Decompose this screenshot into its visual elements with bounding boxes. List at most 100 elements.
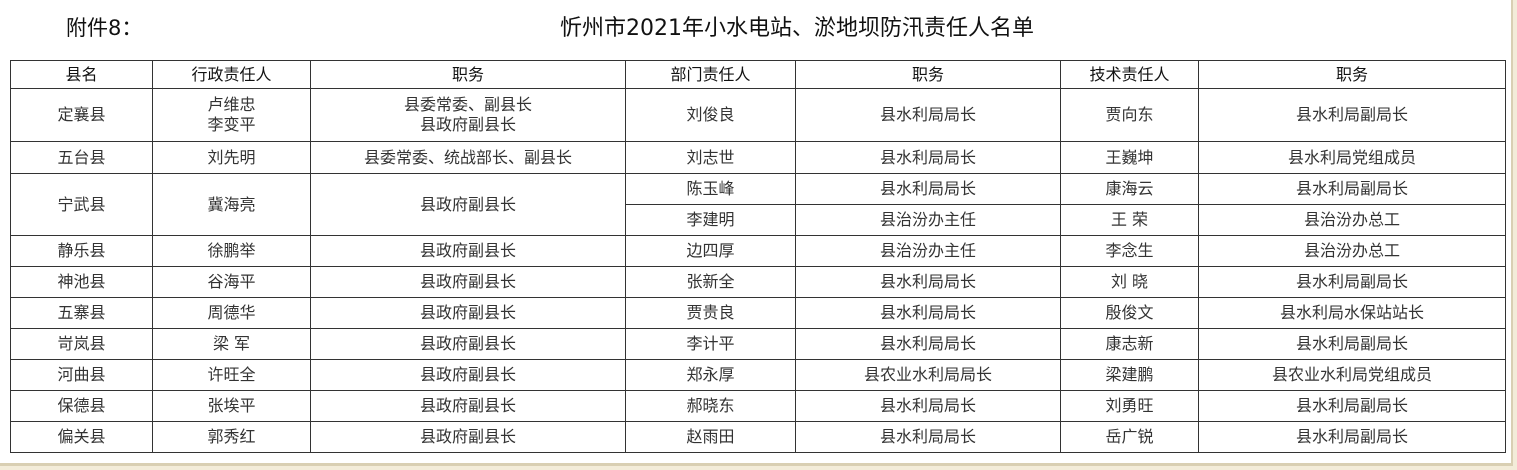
- dept-cell: 刘志世: [625, 141, 796, 174]
- county-cell: 定襄县: [10, 88, 153, 142]
- attachment-label: 附件8：: [66, 16, 143, 40]
- responsibility-table: 县名 行政责任人 职务 部门责任人 职务 技术责任人 职务 定襄县 卢维忠 李变平…: [10, 60, 1506, 453]
- admin-cell: 刘先明: [152, 141, 311, 174]
- dept-title-cell: 县水利局局长: [795, 173, 1061, 205]
- admin-title: 县委常委、副县长: [403, 95, 532, 114]
- county-cell: 岢岚县: [10, 328, 153, 360]
- county-cell: 偏关县: [10, 421, 153, 453]
- county-cell: 五寨县: [10, 297, 153, 329]
- dept-title-cell: 县治汾办主任: [795, 235, 1061, 267]
- tech-title-cell: 县水利局副局长: [1198, 390, 1506, 422]
- admin-title-cell: 县政府副县长: [310, 173, 626, 236]
- tech-title-cell: 县治汾办总工: [1198, 235, 1506, 267]
- tech-title-cell: 县水利局副局长: [1198, 328, 1506, 360]
- table-row: 偏关县 郭秀红 县政府副县长 赵雨田 县水利局局长 岳广锐 县水利局副局长: [10, 421, 1506, 453]
- header-tech: 技术责任人: [1060, 60, 1199, 89]
- header-dept-title: 职务: [795, 60, 1061, 89]
- table-row: 保德县 张埃平 县政府副县长 郝晓东 县水利局局长 刘勇旺 县水利局副局长: [10, 390, 1506, 422]
- county-cell: 河曲县: [10, 359, 153, 391]
- table-row: 神池县 谷海平 县政府副县长 张新全 县水利局局长刘 晓县水利局副局长: [10, 266, 1506, 298]
- header-tech-title: 职务: [1198, 60, 1506, 89]
- dept-cell: 边四厚: [625, 235, 796, 267]
- county-cell: 神池县: [10, 266, 153, 298]
- tech-title-cell: 县水利局水保站站长: [1198, 297, 1506, 329]
- admin-name: 李变平: [207, 115, 256, 134]
- admin-title-cell: 县委常委、统战部长、副县长: [310, 141, 626, 174]
- admin-cell: 谷海平: [152, 266, 311, 298]
- county-cell: 静乐县: [10, 235, 153, 267]
- admin-cell: 郭秀红: [152, 421, 311, 453]
- table-row: 五寨县 周德华 县政府副县长 贾贵良 县水利局局长 殷俊文 县水利局水保站站长: [10, 297, 1506, 329]
- dept-cell: 赵雨田: [625, 421, 796, 453]
- admin-title-cell: 县委常委、副县长 县政府副县长: [310, 88, 626, 142]
- admin-title-cell: 县政府副县长: [310, 421, 626, 453]
- dept-title-cell: 县水利局局长: [795, 88, 1061, 142]
- dept-cell: 陈玉峰: [625, 173, 796, 205]
- tech-cell: 殷俊文: [1060, 297, 1199, 329]
- tech-title-cell: 县治汾办总工: [1198, 204, 1506, 236]
- tech-cell: 王巍坤: [1060, 141, 1199, 174]
- dept-title-cell: 县治汾办主任: [795, 204, 1061, 236]
- header-county: 县名: [10, 60, 153, 89]
- tech-title-cell: 县水利局党组成员: [1198, 141, 1506, 174]
- dept-cell: 郝晓东: [625, 390, 796, 422]
- table-row: 河曲县 许旺全 县政府副县长 郑永厚 县农业水利局局长 梁建鹏 县农业水利局党组成员: [10, 359, 1506, 391]
- header-admin: 行政责任人: [152, 60, 311, 89]
- tech-cell: 贾向东: [1060, 88, 1199, 142]
- admin-cell: 冀海亮: [152, 173, 311, 236]
- admin-title-cell: 县政府副县长: [310, 359, 626, 391]
- dept-title-cell: 县水利局局长: [795, 266, 1061, 298]
- tech-title-cell: 县水利局副局长: [1198, 88, 1506, 142]
- admin-name: 卢维忠: [207, 95, 256, 114]
- tech-cell: 康志新: [1060, 328, 1199, 360]
- county-cell: 五台县: [10, 141, 153, 174]
- table-row: 宁武县 冀海亮 县政府副县长 陈玉峰 县水利局局长 康海云 县水利局副局长: [10, 173, 1506, 236]
- dept-title-cell: 县水利局局长: [795, 297, 1061, 329]
- admin-cell: 梁 军: [152, 328, 311, 360]
- table-header-row: 县名 行政责任人 职务 部门责任人 职务 技术责任人 职务: [10, 60, 1506, 89]
- admin-title-cell: 县政府副县长: [310, 297, 626, 329]
- dept-cell: 刘俊良: [625, 88, 796, 142]
- tech-title-cell: 县农业水利局党组成员: [1198, 359, 1506, 391]
- admin-cell: 卢维忠 李变平: [152, 88, 311, 142]
- table-row: 岢岚县梁 军县政府副县长 李计平 县水利局局长 康志新 县水利局副局长: [10, 328, 1506, 360]
- county-cell: 宁武县: [10, 173, 153, 236]
- admin-cell: 张埃平: [152, 390, 311, 422]
- tech-cell: 梁建鹏: [1060, 359, 1199, 391]
- dept-cell: 李建明: [625, 204, 796, 236]
- header-dept: 部门责任人: [625, 60, 796, 89]
- tech-title-cell: 县水利局副局长: [1198, 173, 1506, 205]
- county-cell: 保德县: [10, 390, 153, 422]
- dept-title-cell: 县水利局局长: [795, 421, 1061, 453]
- dept-cell: 贾贵良: [625, 297, 796, 329]
- admin-cell: 许旺全: [152, 359, 311, 391]
- document-title: 忻州市2021年小水电站、淤地坝防汛责任人名单: [560, 16, 1034, 41]
- table-row: 李建明 县治汾办主任 王 荣 县治汾办总工: [11, 204, 1506, 236]
- admin-title: 县政府副县长: [419, 115, 516, 134]
- table-row: 静乐县 徐鹏举 县政府副县长 边四厚 县治汾办主任 李念生 县治汾办总工: [10, 235, 1506, 267]
- admin-cell: 周德华: [152, 297, 311, 329]
- tech-cell: 刘勇旺: [1060, 390, 1199, 422]
- tech-cell: 刘 晓: [1060, 266, 1199, 298]
- admin-title-cell: 县政府副县长: [310, 328, 626, 360]
- dept-title-cell: 县水利局局长: [795, 328, 1061, 360]
- tech-title-cell: 县水利局副局长: [1198, 266, 1506, 298]
- dept-cell: 李计平: [625, 328, 796, 360]
- admin-title-cell: 县政府副县长: [310, 235, 626, 267]
- tech-title-cell: 县水利局副局长: [1198, 421, 1506, 453]
- tech-cell: 王 荣: [1060, 204, 1199, 236]
- tech-cell: 康海云: [1060, 173, 1199, 205]
- admin-title-cell: 县政府副县长: [310, 390, 626, 422]
- table-row: 五台县 刘先明 县委常委、统战部长、副县长 刘志世 县水利局局长 王巍坤 县水利…: [10, 141, 1506, 174]
- dept-title-cell: 县农业水利局局长: [795, 359, 1061, 391]
- dept-cell: 郑永厚: [625, 359, 796, 391]
- tech-cell: 岳广锐: [1060, 421, 1199, 453]
- dept-title-cell: 县水利局局长: [795, 390, 1061, 422]
- dept-title-cell: 县水利局局长: [795, 141, 1061, 174]
- admin-title-cell: 县政府副县长: [310, 266, 626, 298]
- table-row: 定襄县 卢维忠 李变平 县委常委、副县长 县政府副县长 刘俊良 县水利局局长 贾向东…: [10, 88, 1506, 142]
- header-admin-title: 职务: [310, 60, 626, 89]
- tech-cell: 李念生: [1060, 235, 1199, 267]
- admin-cell: 徐鹏举: [152, 235, 311, 267]
